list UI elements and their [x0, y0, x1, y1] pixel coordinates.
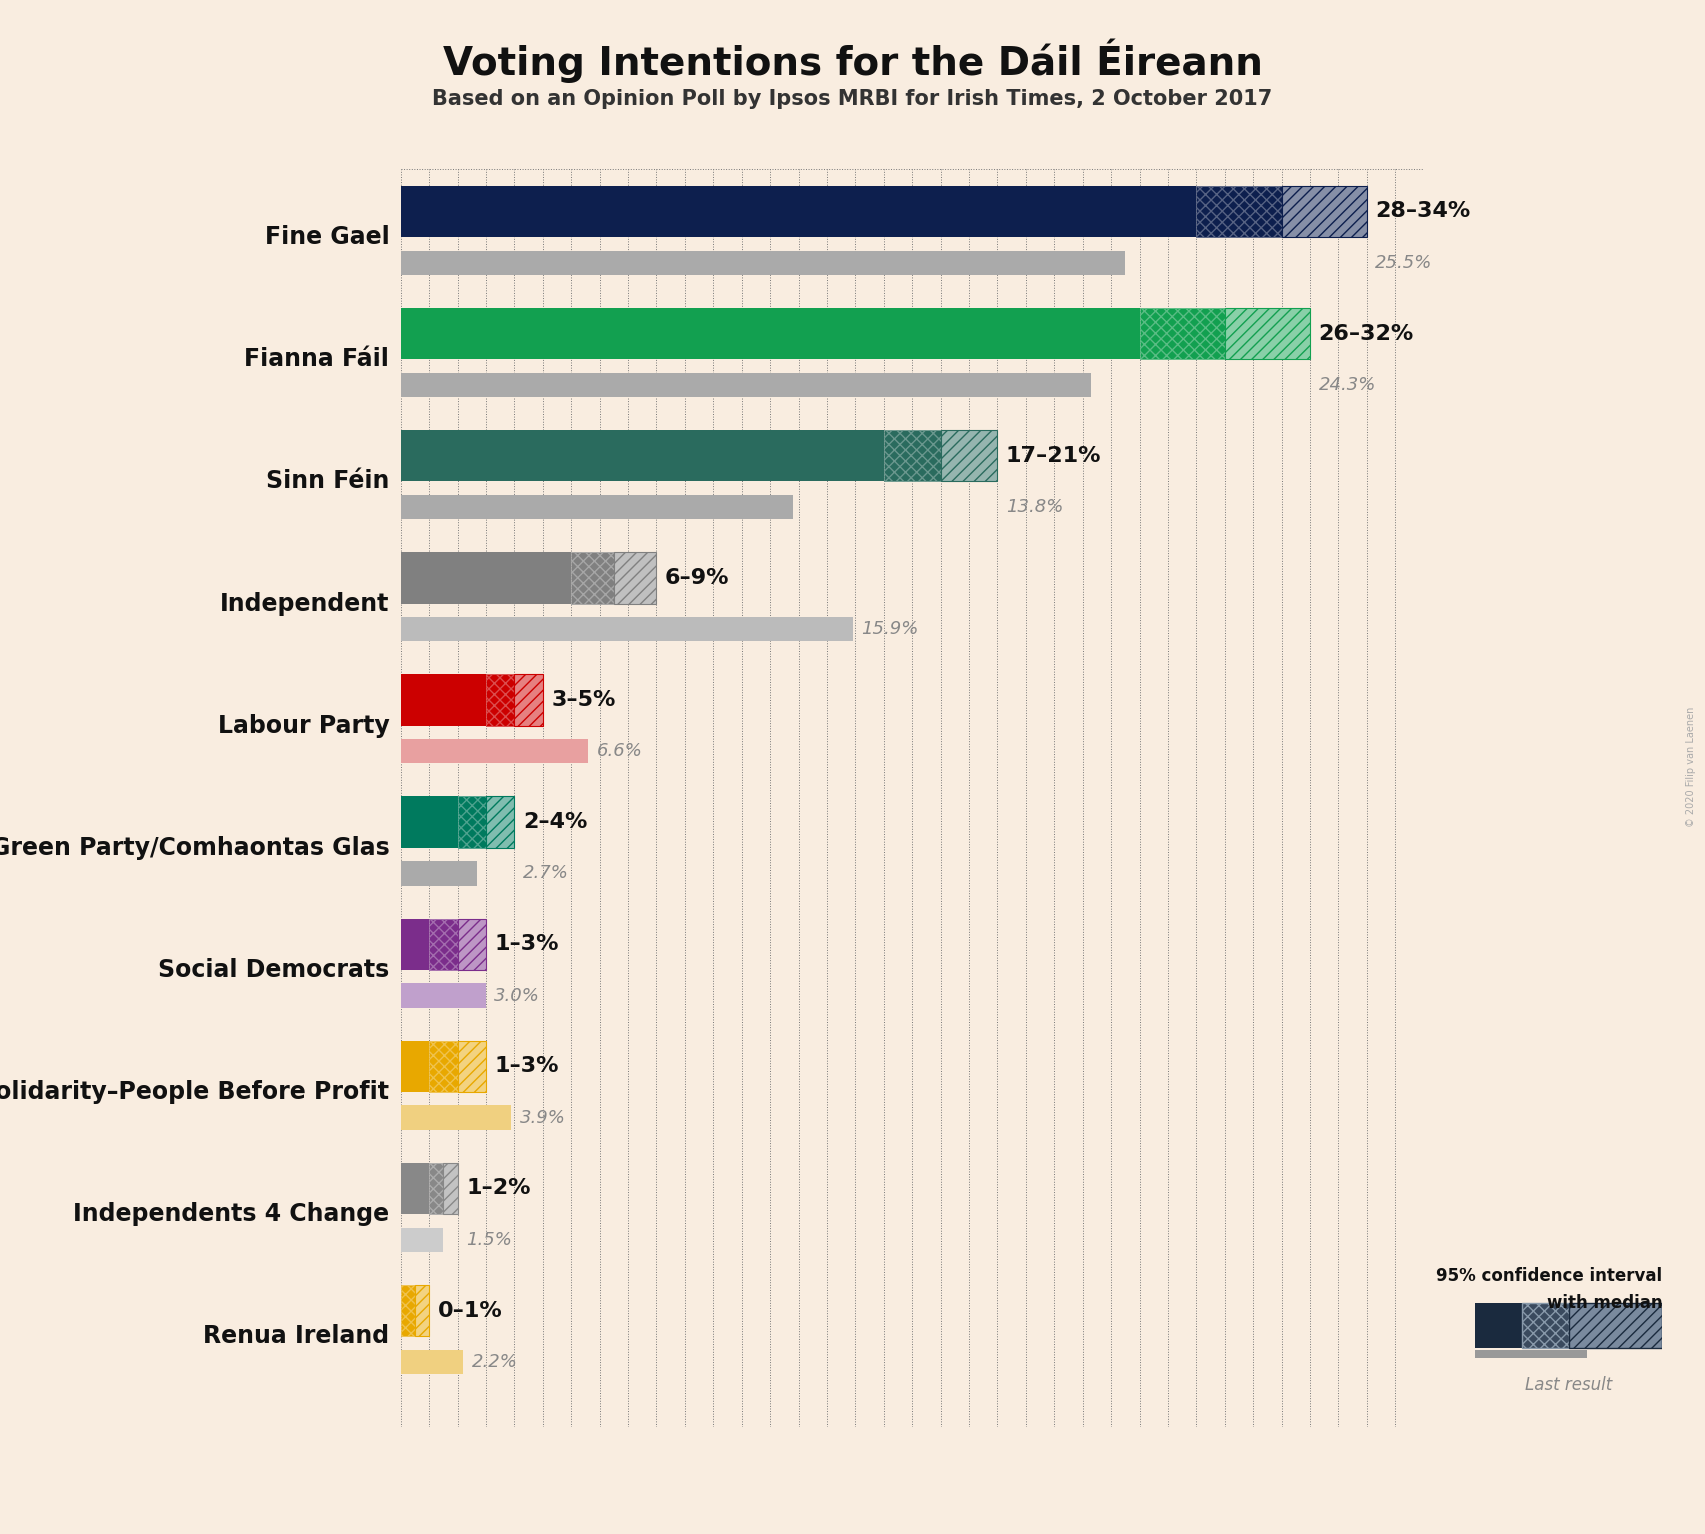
Text: Independents 4 Change: Independents 4 Change: [73, 1203, 389, 1226]
Text: 15.9%: 15.9%: [861, 620, 919, 638]
Bar: [401, 1350, 464, 1374]
Bar: [443, 1163, 457, 1213]
Bar: [1197, 186, 1282, 238]
Bar: [401, 308, 1139, 359]
Text: 2.7%: 2.7%: [523, 864, 569, 882]
Text: Solidarity–People Before Profit: Solidarity–People Before Profit: [0, 1080, 389, 1104]
Bar: [401, 796, 457, 848]
Text: 1–2%: 1–2%: [465, 1178, 530, 1198]
Text: 28–34%: 28–34%: [1376, 201, 1471, 221]
Bar: [430, 1163, 443, 1213]
Bar: [401, 617, 852, 641]
Bar: [401, 250, 1125, 275]
Bar: [401, 430, 883, 482]
Bar: [883, 430, 941, 482]
Text: 26–32%: 26–32%: [1318, 324, 1413, 344]
Text: 17–21%: 17–21%: [1006, 446, 1101, 466]
Text: Last result: Last result: [1524, 1376, 1613, 1394]
Bar: [401, 1040, 430, 1092]
Text: Sinn Féin: Sinn Féin: [266, 469, 389, 494]
Bar: [430, 1040, 457, 1092]
Bar: [401, 186, 1197, 238]
Text: 6–9%: 6–9%: [665, 568, 730, 588]
Text: 1.5%: 1.5%: [465, 1230, 512, 1249]
Bar: [486, 675, 515, 726]
Text: Voting Intentions for the Dáil Éireann: Voting Intentions for the Dáil Éireann: [443, 38, 1262, 83]
Text: 24.3%: 24.3%: [1318, 376, 1376, 394]
Text: 0–1%: 0–1%: [438, 1301, 503, 1321]
Bar: [401, 675, 486, 726]
Text: Fine Gael: Fine Gael: [264, 225, 389, 249]
Text: Green Party/Comhaontas Glas: Green Party/Comhaontas Glas: [0, 836, 389, 859]
Bar: [401, 552, 571, 603]
Bar: [457, 1040, 486, 1092]
Bar: [1569, 1302, 1662, 1348]
Bar: [457, 796, 486, 848]
Bar: [401, 861, 477, 885]
Bar: [401, 495, 793, 518]
Bar: [401, 919, 430, 969]
Text: 1–3%: 1–3%: [494, 934, 559, 954]
Bar: [571, 552, 614, 603]
Bar: [1475, 1302, 1565, 1348]
Bar: [486, 796, 515, 848]
Text: Independent: Independent: [220, 592, 389, 615]
Bar: [1523, 1302, 1569, 1348]
Text: 3–5%: 3–5%: [551, 690, 616, 710]
Text: 25.5%: 25.5%: [1376, 253, 1432, 272]
Text: 95% confidence interval: 95% confidence interval: [1436, 1267, 1662, 1285]
Bar: [401, 373, 1091, 397]
Text: 3.0%: 3.0%: [494, 986, 540, 1005]
Text: 6.6%: 6.6%: [597, 742, 643, 761]
Bar: [401, 1163, 430, 1213]
Bar: [414, 1285, 430, 1336]
Text: © 2020 Filip van Laenen: © 2020 Filip van Laenen: [1686, 707, 1696, 827]
Text: 1–3%: 1–3%: [494, 1057, 559, 1077]
Text: 13.8%: 13.8%: [1006, 499, 1064, 515]
Bar: [457, 919, 486, 969]
Text: with median: with median: [1546, 1293, 1662, 1312]
Text: 2.2%: 2.2%: [472, 1353, 518, 1371]
Bar: [941, 430, 997, 482]
Bar: [1224, 308, 1309, 359]
Bar: [401, 739, 588, 764]
Bar: [401, 1106, 511, 1131]
Bar: [401, 1227, 443, 1252]
Bar: [1475, 1350, 1587, 1358]
Bar: [614, 552, 656, 603]
Bar: [515, 675, 542, 726]
Bar: [401, 983, 486, 1008]
Bar: [401, 1285, 414, 1336]
Text: 3.9%: 3.9%: [520, 1109, 566, 1126]
Text: Labour Party: Labour Party: [218, 713, 389, 738]
Bar: [1139, 308, 1224, 359]
Text: Fianna Fáil: Fianna Fáil: [244, 347, 389, 371]
Text: 2–4%: 2–4%: [523, 811, 587, 831]
Bar: [430, 919, 457, 969]
Text: Social Democrats: Social Democrats: [159, 957, 389, 982]
Bar: [1282, 186, 1367, 238]
Text: Renua Ireland: Renua Ireland: [203, 1324, 389, 1348]
Text: Based on an Opinion Poll by Ipsos MRBI for Irish Times, 2 October 2017: Based on an Opinion Poll by Ipsos MRBI f…: [433, 89, 1272, 109]
